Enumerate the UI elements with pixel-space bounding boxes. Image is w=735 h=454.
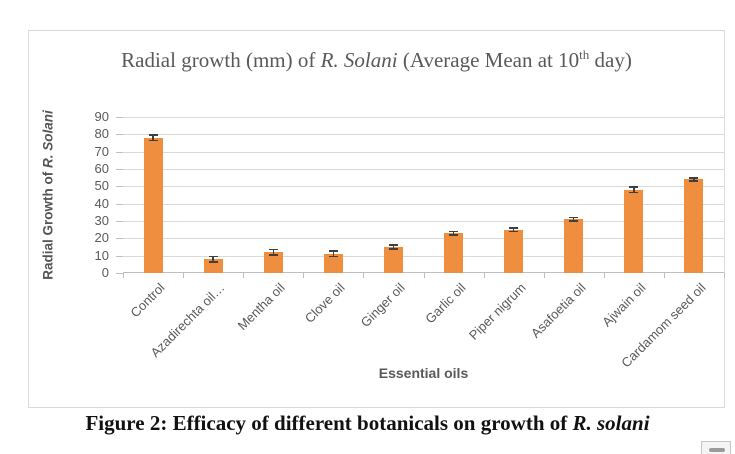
y-axis-tick (116, 169, 123, 170)
error-bar-stem (452, 231, 455, 235)
gridline (123, 221, 724, 222)
bar (624, 189, 644, 273)
y-axis-tick (116, 221, 123, 222)
y-axis-tick-label: 0 (101, 265, 109, 280)
x-axis-tick (543, 273, 545, 278)
y-axis-tick-label: 30 (94, 213, 109, 228)
bar (383, 247, 403, 273)
error-bar-cap-top (689, 176, 699, 179)
gridline (123, 151, 724, 153)
error-bar-cap-bottom (388, 247, 398, 250)
x-axis-tick (724, 273, 725, 278)
y-axis-tick (116, 255, 123, 257)
y-axis-tick-label: 50 (94, 178, 109, 194)
plot-area: 0 10 20 30 40 50 60 70 80 90 Control Azadirechta oi… (95, 109, 725, 370)
x-axis-tick (363, 273, 365, 278)
error-bar-stem (212, 256, 214, 262)
chart-title-text: Radial growth (mm) of (121, 48, 321, 72)
error-bar-stem (633, 187, 635, 193)
x-axis-tick (663, 273, 665, 278)
error-bar-stem (512, 227, 515, 232)
x-axis-tick (423, 273, 425, 278)
y-axis-tick (116, 273, 123, 274)
gridline (123, 186, 724, 188)
y-axis-tick (116, 134, 123, 136)
x-axis-line (123, 272, 724, 273)
bar (504, 229, 524, 273)
error-bar-stem (573, 217, 575, 221)
y-axis-tick-label: 70 (94, 143, 109, 159)
gridline (123, 169, 724, 170)
error-bar-cap-top (388, 244, 398, 247)
bar (684, 179, 704, 273)
figure-caption-species: R. solani (572, 411, 650, 435)
y-axis-tick-label: 10 (94, 247, 109, 263)
y-axis-tick (116, 186, 123, 188)
chart-title-superscript: th (579, 47, 590, 62)
error-bar-cap-bottom (629, 191, 639, 194)
error-bar-cap-bottom (689, 180, 699, 183)
y-axis-tick (116, 238, 123, 240)
x-axis-tick (243, 273, 245, 278)
y-axis-tick-label: 90 (94, 109, 109, 124)
bar (444, 233, 464, 273)
error-bar-cap-bottom (328, 255, 338, 258)
error-bar-cap-top (208, 255, 218, 258)
error-bar-stem (693, 177, 695, 182)
error-bar-cap-top (328, 250, 338, 253)
error-bar-cap-top (268, 248, 278, 251)
error-bar-cap-top (449, 230, 459, 233)
y-axis-tick-label: 20 (94, 230, 109, 246)
x-axis-tick (303, 273, 305, 278)
error-bar-cap-top (629, 186, 639, 189)
chart-title-species: R. Solani (320, 48, 398, 72)
x-axis-tick (603, 273, 605, 278)
y-axis-tick (116, 203, 123, 205)
bar (203, 259, 223, 273)
error-bar-stem (332, 251, 335, 257)
y-axis-tick-label: 60 (94, 161, 109, 176)
bar (263, 252, 283, 273)
bar (143, 137, 163, 273)
error-bar-stem (152, 135, 154, 141)
error-bar-cap-bottom (148, 139, 158, 142)
gridline (123, 134, 724, 136)
embedded-object-icon[interactable] (701, 441, 731, 454)
chart-container: Radial growth (mm) of R. Solani (Average… (28, 30, 725, 408)
error-bar-cap-bottom (268, 253, 278, 256)
bar (323, 253, 343, 273)
y-axis-title-species: R. Solani (40, 110, 56, 168)
gridline (123, 255, 724, 257)
gridline (123, 238, 724, 240)
error-bar-stem (392, 245, 395, 249)
y-axis-tick-label: 80 (94, 126, 109, 142)
embedded-object-glyph (709, 448, 725, 452)
y-axis-title: Radial Growth of R. Solani (41, 110, 56, 280)
y-axis-tick (116, 151, 123, 153)
x-axis-tick (183, 273, 185, 278)
error-bar-cap-bottom (449, 233, 459, 236)
chart-title: Radial growth (mm) of R. Solani (Average… (29, 47, 724, 73)
x-axis-title: Essential oils (378, 365, 469, 381)
error-bar-cap-top (148, 134, 158, 137)
x-axis-tick (483, 273, 485, 278)
error-bar-cap-bottom (569, 220, 579, 222)
y-axis-title-text: Radial Growth of (40, 168, 56, 280)
error-bar-cap-top (509, 227, 519, 229)
figure-caption-text: Figure 2: Efficacy of different botanica… (85, 411, 573, 435)
y-axis-tick (116, 117, 123, 118)
gridline (123, 117, 724, 118)
gridline (123, 203, 724, 205)
error-bar-cap-bottom (509, 230, 519, 233)
x-axis-tick (123, 273, 124, 278)
error-bar-cap-top (569, 216, 579, 219)
bar (564, 219, 584, 273)
error-bar-cap-bottom (208, 260, 218, 263)
error-bar-stem (272, 249, 274, 255)
chart-title-mid: (Average Mean at 10 (397, 48, 580, 72)
figure-caption: Figure 2: Efficacy of different botanica… (0, 411, 735, 436)
chart-title-suffix: day) (589, 48, 632, 72)
y-axis-tick-label: 40 (94, 195, 109, 211)
